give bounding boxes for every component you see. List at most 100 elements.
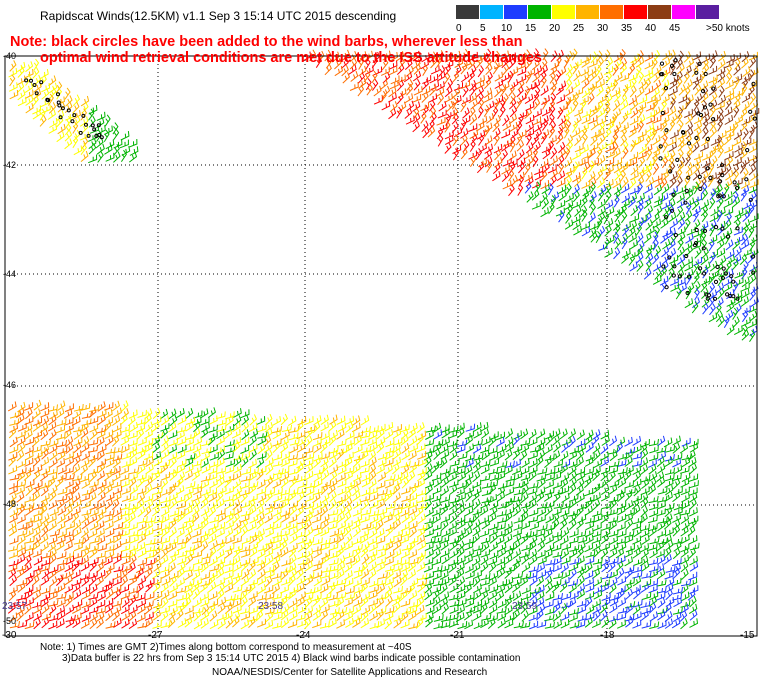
wind-barb [288,500,298,510]
wind-barb [432,522,442,532]
wind-barb [113,513,123,523]
wind-barb [473,498,481,510]
wind-barb [392,424,402,433]
wind-barb [16,501,26,510]
wind-barb [8,499,16,511]
wind-barb [437,93,445,106]
wind-barb [47,513,57,524]
wind-barb [433,439,444,447]
wind-barb [616,619,626,629]
map-title: Rapidscat Winds(12.5KM) v1.1 Sep 3 15:14… [40,9,397,23]
wind-barb [628,157,638,167]
wind-barb [508,169,515,182]
wind-barb [654,245,662,258]
wind-barb [232,470,242,481]
wind-barb [412,101,421,112]
wind-barb [392,548,402,559]
wind-barb [497,460,508,469]
wind-barb [591,433,600,446]
wind-barb [432,485,442,495]
wind-barb [726,92,735,103]
wind-barb [297,416,307,426]
wind-barb [581,209,588,222]
wind-barb [651,148,661,159]
wind-barb [72,450,82,460]
wind-barb [685,189,694,201]
wind-barb [200,506,210,517]
wind-barb [574,158,584,169]
wind-barb [393,518,401,530]
wind-barb [137,409,147,418]
wind-barb [340,57,349,69]
wind-barb [320,483,329,496]
wind-barb [468,106,476,119]
wind-barb [484,87,493,99]
wind-barb [502,180,512,190]
wind-barb [64,130,73,142]
wind-barb [432,548,441,560]
wind-barb [184,605,194,615]
wind-barb [289,597,298,609]
wind-barb [353,514,363,524]
wind-barb [613,157,623,167]
wind-barb [555,133,564,145]
wind-barb [512,448,521,461]
wind-barb [593,546,602,558]
wind-barb [409,422,418,434]
wind-barb [81,518,90,530]
wind-barb [643,268,652,280]
wind-barb [717,58,726,70]
wind-barb [313,442,322,454]
lon-label: -15 [740,630,755,641]
wind-barb [112,415,121,426]
wind-barb [320,519,329,530]
wind-barb [461,115,471,125]
wind-barb [632,452,642,460]
wind-barb [121,459,131,468]
wind-barb [328,499,337,511]
wind-barb [488,512,497,524]
wind-barb [392,592,402,602]
wind-barb [193,410,203,419]
contamination-circle [694,70,699,75]
wind-barb [508,57,516,70]
wind-barb [104,420,112,433]
wind-barb [581,87,590,99]
wind-barb [144,408,153,420]
wind-barb [619,169,627,182]
wind-barb [191,536,202,544]
wind-barb [717,71,726,83]
wind-barb [401,543,412,551]
footnote-line-1: Note: 1) Times are GMT 2)Times along bot… [40,642,412,653]
wind-barb [8,526,18,537]
wind-barb [96,470,105,481]
wind-barb [160,535,171,545]
wind-barb [369,442,378,453]
wind-barb [464,430,474,440]
wind-barb [193,420,201,433]
wind-barb [249,414,257,426]
wind-barb [65,111,75,121]
wind-barb [48,124,58,134]
wind-barb [444,130,454,140]
wind-barb [224,476,232,488]
wind-barb [49,507,59,517]
wind-barb [57,513,66,524]
wind-barb [576,449,585,461]
wind-barb [445,113,452,126]
wind-barb [470,133,478,145]
wind-barb [288,474,299,482]
wind-barb [320,513,330,524]
wind-barb [521,585,531,595]
wind-barb [396,92,404,105]
wind-barb [385,474,396,482]
wind-barb [248,483,257,495]
wind-barb [733,93,741,105]
wind-barb [160,449,170,460]
wind-barb [687,449,696,461]
wind-barb [693,210,699,223]
wind-barb [25,102,34,114]
wind-barb [168,554,177,565]
wind-barb [32,105,42,115]
wind-barb [609,576,618,588]
